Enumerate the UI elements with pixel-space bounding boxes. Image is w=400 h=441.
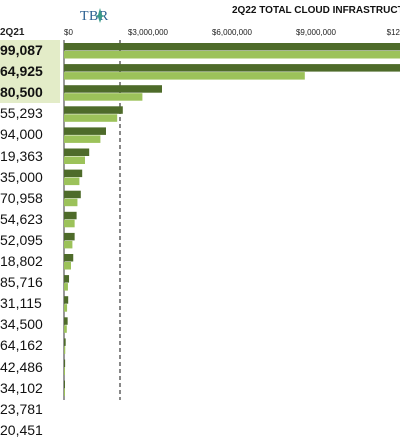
x-tick-label: $0 bbox=[64, 28, 73, 37]
bar-series-2 bbox=[64, 388, 65, 397]
bar-series-2 bbox=[64, 240, 73, 249]
bar-series-1 bbox=[64, 43, 400, 51]
bar-series-1 bbox=[64, 254, 74, 262]
row-value-2q21: 94,000 bbox=[0, 126, 43, 143]
row-value-2q21: 23,781 bbox=[0, 400, 43, 417]
chart-title: 2Q22 TOTAL CLOUD INFRASTRUCTUR bbox=[232, 5, 400, 16]
bar-series-1 bbox=[64, 380, 65, 389]
row-value-2q21: 80,500 bbox=[0, 82, 60, 104]
bar-series-2 bbox=[64, 198, 78, 207]
bar-series-2 bbox=[64, 325, 67, 333]
bar-series-1 bbox=[64, 296, 69, 304]
bar-series-1 bbox=[64, 85, 162, 93]
row-value-2q21: 64,162 bbox=[0, 337, 43, 354]
bar-series-2 bbox=[64, 72, 305, 80]
x-tick-label: $3,000,000 bbox=[128, 28, 169, 37]
bar-series-2 bbox=[64, 346, 66, 354]
bar-series-1 bbox=[64, 148, 90, 156]
bar-series-1 bbox=[64, 211, 77, 220]
row-value-2q21: 31,115 bbox=[0, 295, 42, 312]
row-value-2q21: 34,500 bbox=[0, 316, 43, 333]
bar-series-1 bbox=[64, 127, 106, 135]
bar-series-2 bbox=[64, 177, 80, 186]
bar-series-1 bbox=[64, 359, 66, 367]
row-value-2q21: 55,293 bbox=[0, 105, 43, 122]
x-tick-label: $6,000,000 bbox=[212, 28, 253, 37]
bar-series-2 bbox=[64, 51, 400, 59]
bar-series-1 bbox=[64, 275, 70, 283]
bar-series-2 bbox=[64, 367, 65, 375]
star-logo-icon bbox=[95, 8, 105, 23]
x-tick-label: $9,000,000 bbox=[296, 28, 337, 37]
bar-series-2 bbox=[64, 262, 71, 270]
row-value-2q21: 70,958 bbox=[0, 189, 43, 206]
row-value-2q21: 20,451 bbox=[0, 421, 43, 438]
row-value-2q21: 34,102 bbox=[0, 379, 43, 396]
bar-series-2 bbox=[64, 135, 101, 143]
bar-series-2 bbox=[64, 93, 143, 101]
bar-series-2 bbox=[64, 156, 85, 164]
bar-series-2 bbox=[64, 283, 68, 291]
row-value-2q21: 19,363 bbox=[0, 147, 43, 164]
row-value-2q21: 99,087 bbox=[0, 40, 60, 61]
row-value-2q21: 18,802 bbox=[0, 253, 43, 269]
row-value-2q21: 64,925 bbox=[0, 61, 60, 83]
bar-series-1 bbox=[64, 317, 68, 325]
row-value-2q21: 54,623 bbox=[0, 210, 43, 227]
bar-chart: $0 $3,000,000 $6,000,000 $9,000,000 $12 bbox=[63, 28, 400, 400]
bar-series-1 bbox=[64, 169, 83, 178]
bar-series-2 bbox=[64, 219, 75, 228]
bar-series-2 bbox=[64, 304, 68, 312]
bar-series-2 bbox=[64, 114, 118, 122]
row-value-2q21: 42,486 bbox=[0, 358, 43, 375]
bar-series-1 bbox=[64, 64, 400, 72]
bar-series-1 bbox=[64, 232, 75, 241]
bar-series-1 bbox=[64, 338, 66, 346]
column-header-2q21: 2Q21 bbox=[0, 27, 25, 38]
row-value-2q21: 35,000 bbox=[0, 168, 43, 185]
row-value-2q21: 85,716 bbox=[0, 274, 43, 291]
x-tick-label: $12 bbox=[387, 28, 400, 37]
row-value-2q21: 52,095 bbox=[0, 231, 43, 248]
bar-series-1 bbox=[64, 106, 123, 114]
bar-series-1 bbox=[64, 190, 81, 199]
